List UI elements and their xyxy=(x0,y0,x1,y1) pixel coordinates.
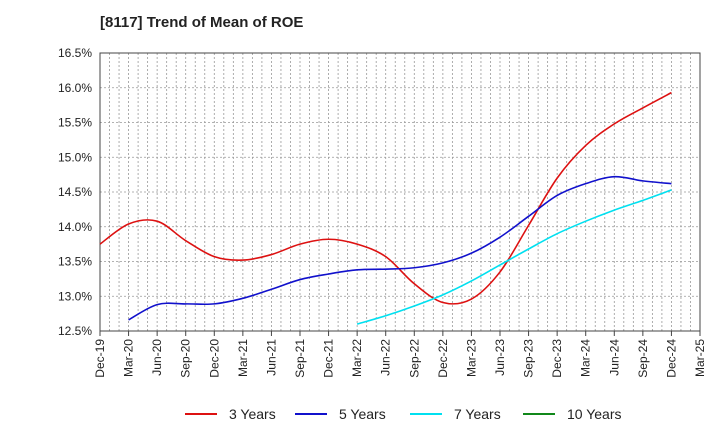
x-tick-label: Jun-24 xyxy=(607,339,621,376)
x-tick-label: Jun-23 xyxy=(493,339,507,376)
x-tick-label: Jun-21 xyxy=(264,339,278,376)
series-line-7-years xyxy=(356,189,672,325)
x-tick-label: Mar-25 xyxy=(693,339,707,377)
legend-item-3-years: 3 Years xyxy=(185,402,276,426)
legend-swatch xyxy=(295,413,327,415)
x-tick-label: Mar-21 xyxy=(236,339,250,377)
legend-label: 5 Years xyxy=(339,406,386,422)
x-tick-label: Dec-21 xyxy=(322,339,336,378)
x-tick-label: Mar-22 xyxy=(350,339,364,377)
series-line-3-years xyxy=(99,91,672,305)
y-tick-label: 14.5% xyxy=(58,185,92,199)
legend-item-5-years: 5 Years xyxy=(295,402,386,426)
legend-item-7-years: 7 Years xyxy=(410,402,501,426)
x-tick-label: Sep-20 xyxy=(179,339,193,378)
y-tick-label: 15.0% xyxy=(58,150,92,164)
legend-label: 7 Years xyxy=(454,406,501,422)
legend-item-10-years: 10 Years xyxy=(523,402,622,426)
legend-swatch xyxy=(410,413,442,415)
x-tick-label: Mar-20 xyxy=(122,339,136,377)
legend-label: 10 Years xyxy=(567,406,622,422)
chart-area: 12.5% 13.0% 13.5% 14.0% 14.5% 15.0% 15.5% 16.0%… xyxy=(58,46,707,378)
legend-label: 3 Years xyxy=(229,406,276,422)
x-tick-label: Jun-22 xyxy=(379,339,393,376)
plot-frame xyxy=(99,52,701,332)
x-tick-label: Mar-24 xyxy=(579,339,593,377)
x-tick-label: Dec-24 xyxy=(664,339,678,378)
chart-title: [8117] Trend of Mean of ROE xyxy=(100,14,304,31)
x-tick-label: Mar-23 xyxy=(464,339,478,377)
y-tick-label: 12.5% xyxy=(58,324,92,338)
x-tick-label: Dec-19 xyxy=(93,339,107,378)
x-tick-label: Sep-24 xyxy=(636,339,650,378)
y-tick-label: 16.0% xyxy=(58,81,92,95)
y-tick-label: 15.5% xyxy=(58,116,92,130)
y-tick-label: 13.5% xyxy=(58,255,92,269)
legend-swatch xyxy=(185,413,217,415)
y-tick-label: 16.5% xyxy=(58,46,92,60)
series-line-5-years xyxy=(128,175,672,321)
x-tick-label: Sep-22 xyxy=(407,339,421,378)
y-tick-label: 13.0% xyxy=(58,289,92,303)
x-tick-label: Dec-20 xyxy=(207,339,221,378)
x-tick-label: Sep-21 xyxy=(293,339,307,378)
legend-swatch xyxy=(523,413,555,415)
y-tick-label: 14.0% xyxy=(58,220,92,234)
x-tick-label: Sep-23 xyxy=(522,339,536,378)
x-tick-label: Dec-22 xyxy=(436,339,450,378)
x-tick-label: Dec-23 xyxy=(550,339,564,378)
legend: 3 Years 5 Years 7 Years 10 Years xyxy=(0,402,720,426)
x-tick-label: Jun-20 xyxy=(150,339,164,376)
